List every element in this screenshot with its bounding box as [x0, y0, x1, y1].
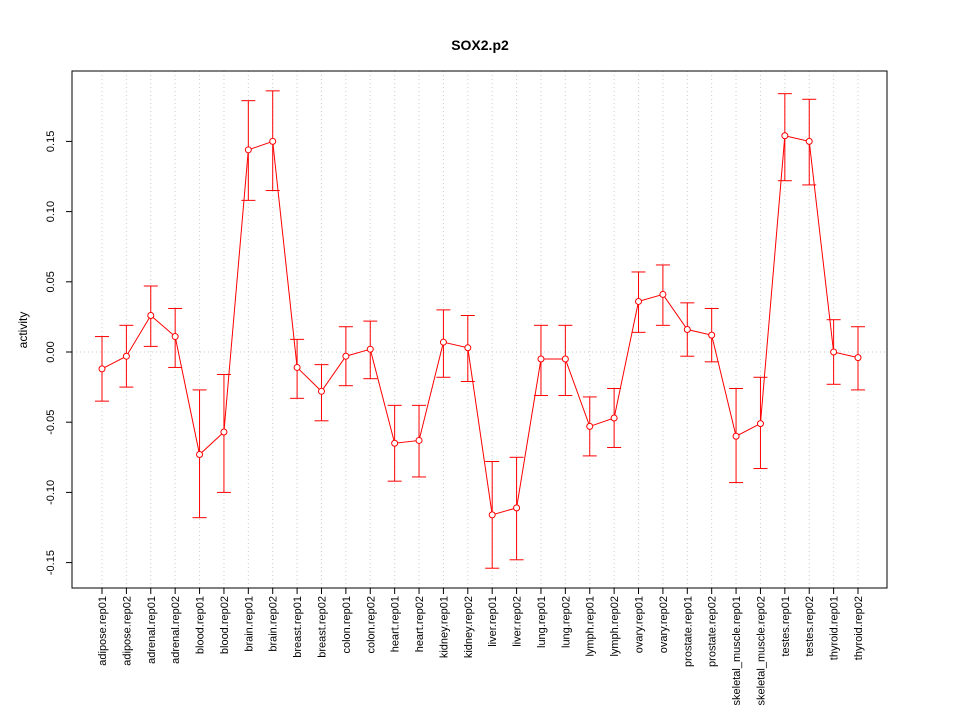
- y-tick-label: -0.10: [45, 480, 57, 505]
- y-tick-label: 0.05: [45, 271, 57, 292]
- data-point: [293, 363, 301, 371]
- y-tick-label: 0.00: [45, 341, 57, 362]
- data-point: [561, 355, 569, 363]
- data-point: [196, 450, 204, 458]
- y-tick-label: 0.10: [45, 201, 57, 222]
- x-tick-label: thyroid.rep02: [853, 596, 865, 660]
- x-tick-label: ovary.rep01: [634, 596, 646, 653]
- data-point: [269, 137, 277, 145]
- plot-frame: [71, 70, 888, 589]
- data-point: [805, 137, 813, 145]
- data-point: [317, 387, 325, 395]
- data-point: [854, 354, 862, 362]
- y-axis: -0.15 -0.10 -0.05 0.00 0.05 0.10 0.15: [45, 131, 73, 575]
- x-tick-label: brain.rep02: [268, 596, 280, 652]
- grid: [72, 71, 887, 588]
- data-point: [537, 355, 545, 363]
- data-point: [171, 333, 179, 341]
- x-tick-label: lymph.rep01: [585, 596, 597, 657]
- x-tick-label: adipose.rep02: [121, 596, 133, 666]
- x-tick-label: testes.rep01: [780, 596, 792, 657]
- data-point: [659, 290, 667, 298]
- x-tick-label: thyroid.rep01: [829, 596, 841, 660]
- x-tick-label: blood.rep01: [195, 596, 207, 654]
- data-point: [147, 311, 155, 319]
- x-tick-label: prostate.rep01: [682, 596, 694, 667]
- data-point: [586, 422, 594, 430]
- x-tick-label: kidney.rep02: [463, 596, 475, 658]
- y-axis-label: activity: [16, 312, 30, 349]
- x-axis: adipose.rep01 adipose.rep02 adrenal.rep01 a…: [97, 587, 865, 705]
- x-tick-label: adrenal.rep02: [170, 596, 182, 664]
- x-tick-label: kidney.rep01: [438, 596, 450, 658]
- y-tick-label: 0.15: [45, 131, 57, 152]
- data-point: [781, 132, 789, 140]
- data-point: [732, 432, 740, 440]
- x-tick-label: testes.rep02: [804, 596, 816, 657]
- data-point: [756, 420, 764, 428]
- data-point: [464, 344, 472, 352]
- data-point: [683, 326, 691, 334]
- data-point: [342, 352, 350, 360]
- data-point: [122, 352, 130, 360]
- data-point: [220, 428, 228, 436]
- data-point: [830, 348, 838, 356]
- x-tick-label: colon.rep01: [341, 596, 353, 654]
- series: [95, 90, 865, 569]
- data-point: [415, 436, 423, 444]
- data-point: [366, 345, 374, 353]
- data-point: [610, 414, 618, 422]
- x-tick-label: breast.rep01: [292, 596, 304, 658]
- x-tick-label: skeletal_muscle.rep02: [755, 596, 767, 705]
- x-tick-label: liver.rep02: [512, 596, 524, 647]
- data-point: [244, 146, 252, 154]
- x-tick-label: lung.rep01: [536, 596, 548, 648]
- x-tick-label: heart.rep01: [390, 596, 402, 652]
- y-tick-label: -0.15: [45, 550, 57, 575]
- x-tick-label: lymph.rep02: [609, 596, 621, 657]
- x-tick-label: brain.rep01: [243, 596, 255, 652]
- y-tick-label: -0.05: [45, 410, 57, 435]
- x-tick-label: skeletal_muscle.rep01: [731, 596, 743, 705]
- data-point: [635, 297, 643, 305]
- data-point: [488, 511, 496, 519]
- x-tick-label: ovary.rep02: [658, 596, 670, 653]
- x-tick-label: lung.rep02: [560, 596, 572, 648]
- data-point: [439, 338, 447, 346]
- data-point: [98, 365, 106, 373]
- x-tick-label: colon.rep02: [365, 596, 377, 654]
- x-tick-label: adipose.rep01: [97, 596, 109, 666]
- x-tick-label: blood.rep02: [219, 596, 231, 654]
- series-line: [101, 135, 859, 516]
- data-point: [708, 331, 716, 339]
- x-tick-label: liver.rep01: [487, 596, 499, 647]
- x-tick-label: breast.rep02: [316, 596, 328, 658]
- x-tick-label: prostate.rep02: [707, 596, 719, 667]
- chart-title: SOX2.p2: [451, 37, 509, 53]
- x-tick-label: heart.rep02: [414, 596, 426, 652]
- data-point: [513, 504, 521, 512]
- x-tick-label: adrenal.rep01: [146, 596, 158, 664]
- data-point: [391, 439, 399, 447]
